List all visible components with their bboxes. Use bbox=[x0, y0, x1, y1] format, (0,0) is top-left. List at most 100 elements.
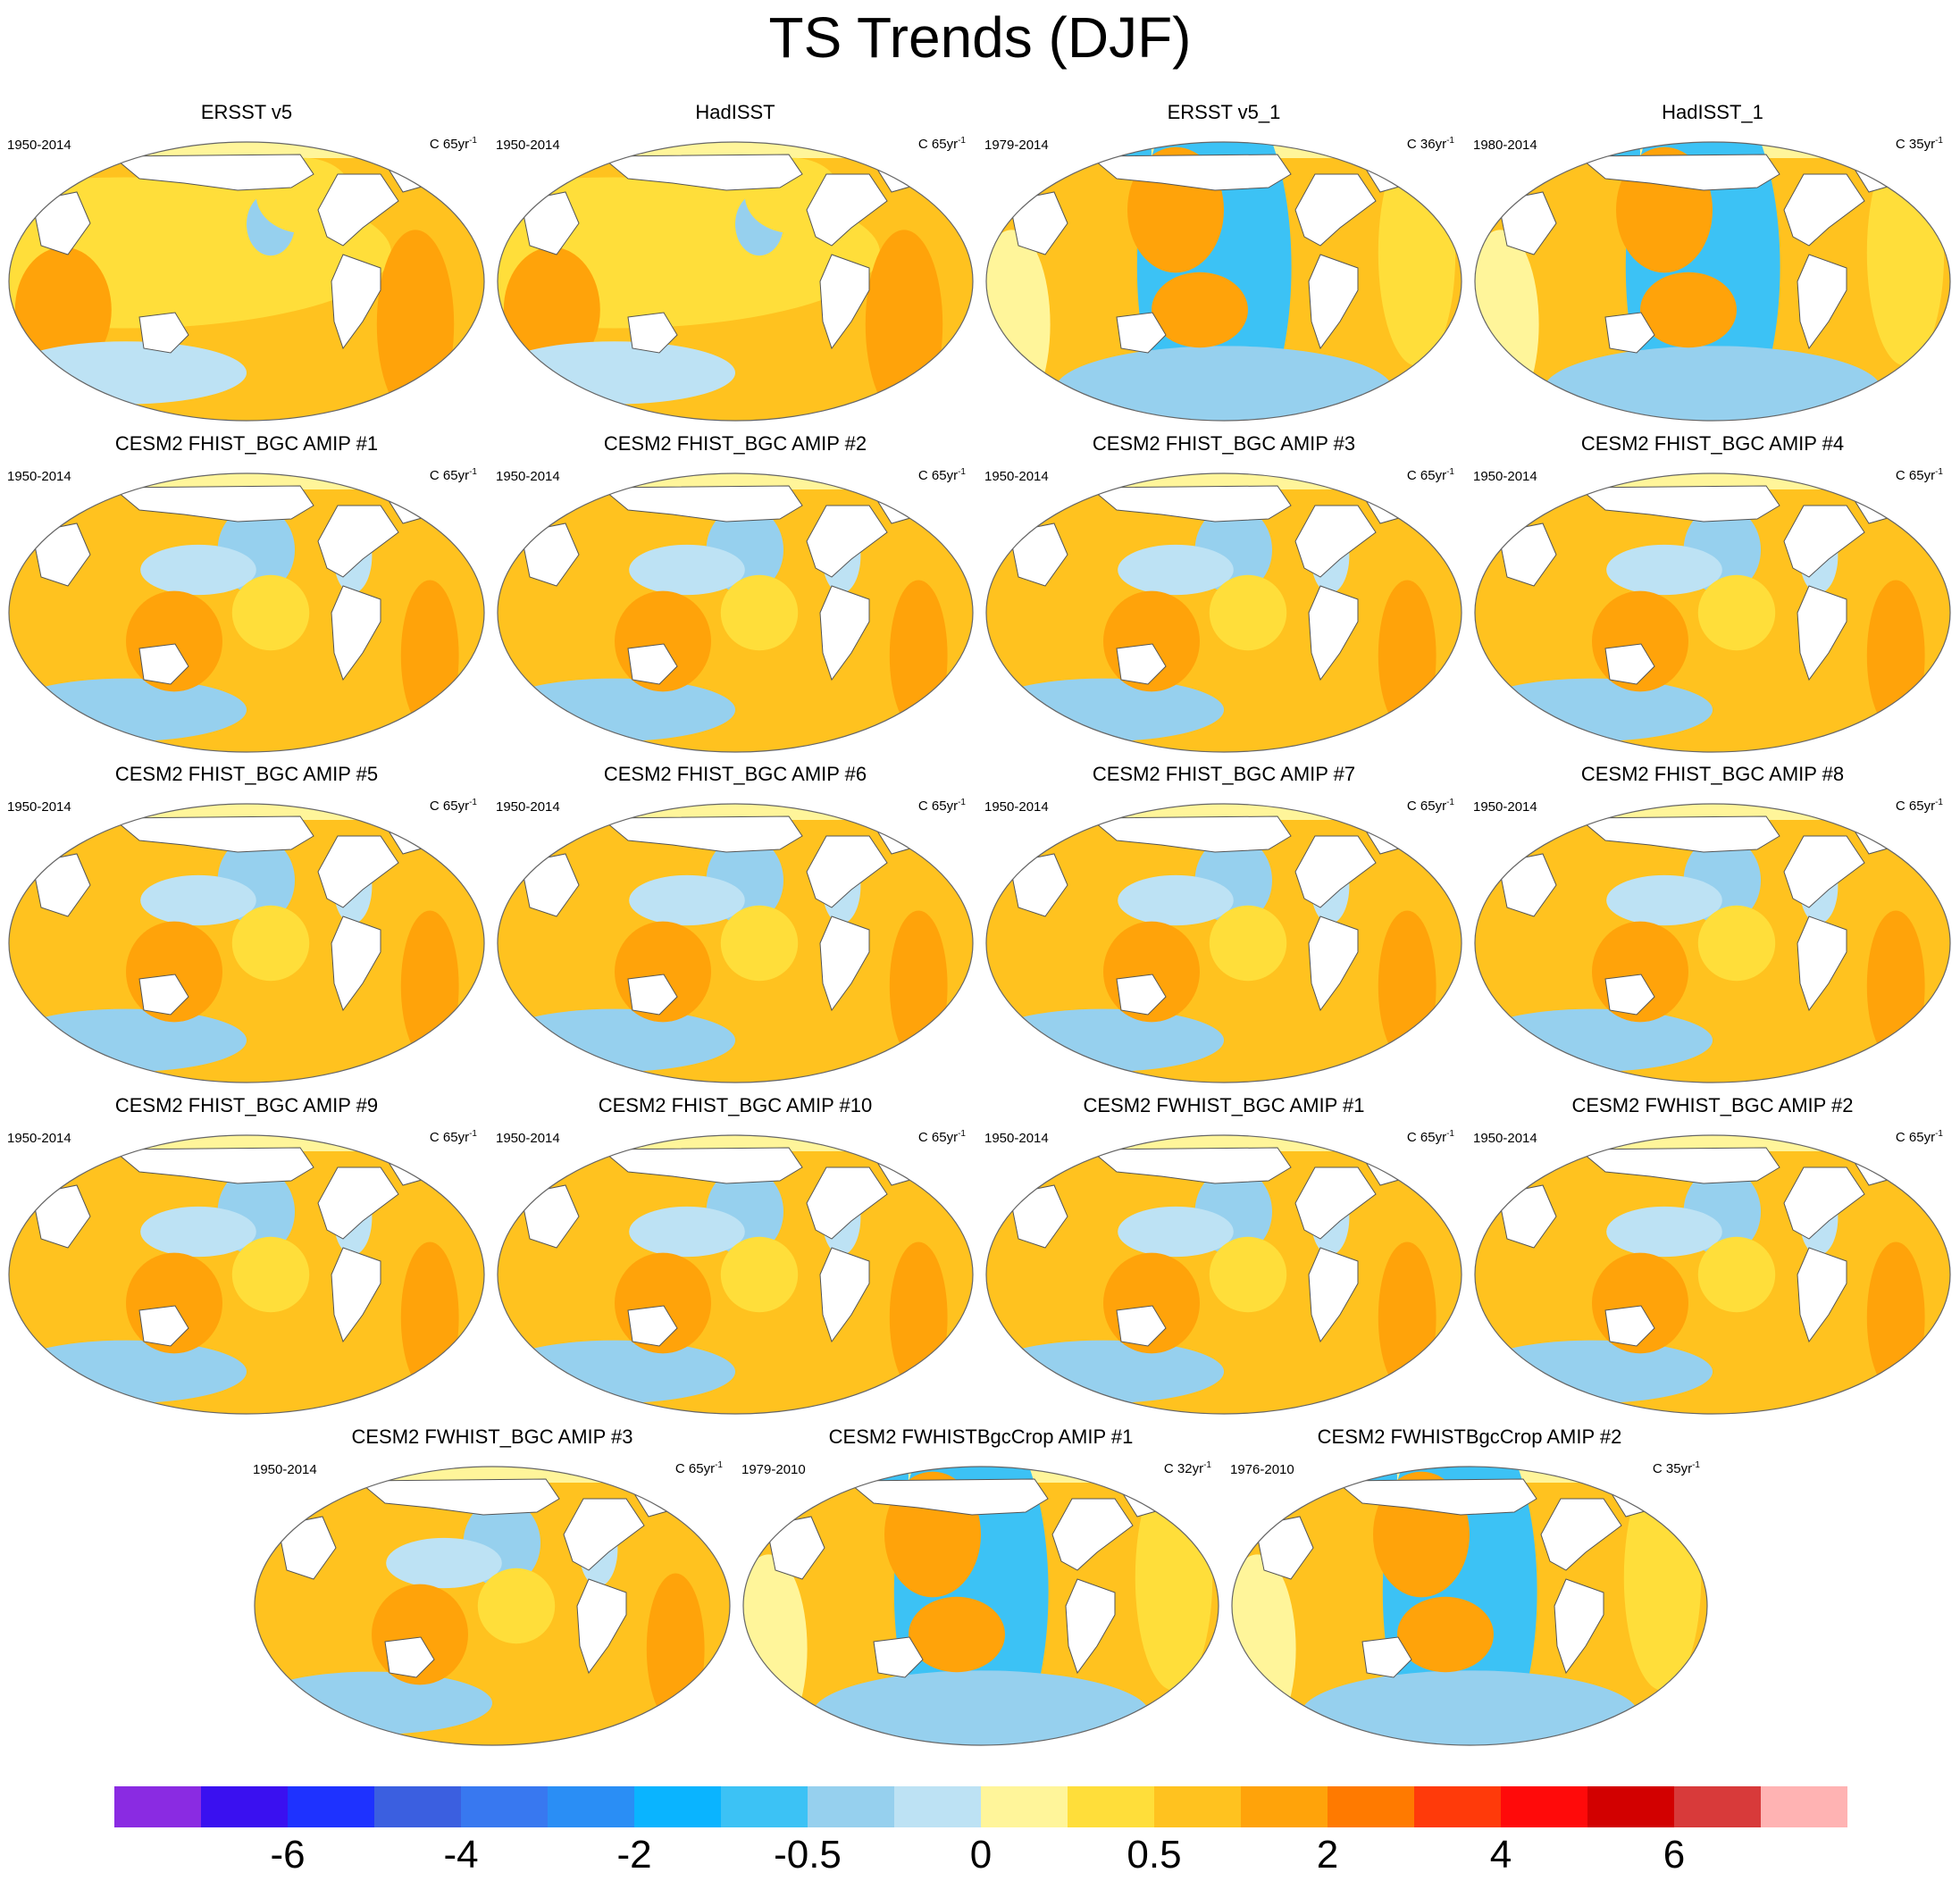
unit-exponent: -1 bbox=[1935, 798, 1943, 807]
trend-contour bbox=[231, 905, 310, 982]
landmass bbox=[1308, 585, 1359, 681]
colorbar-segment bbox=[1674, 1786, 1762, 1827]
trend-contour bbox=[629, 544, 745, 596]
colorbar-segment bbox=[1328, 1786, 1415, 1827]
trend-map bbox=[1231, 1466, 1708, 1746]
landmass bbox=[1497, 522, 1557, 587]
map-outline bbox=[1474, 803, 1951, 1083]
trend-contour bbox=[1118, 544, 1234, 596]
panel-period: 1979-2010 bbox=[741, 1462, 806, 1477]
map-panel: CESM2 FWHISTBgcCrop AMIP #1 1979-2010 C 32… bbox=[740, 1425, 1222, 1758]
panel-title: CESM2 FHIST_BGC AMIP #2 bbox=[603, 432, 867, 455]
panel-unit: C 65yr-1 bbox=[430, 133, 477, 153]
map-outline bbox=[1474, 141, 1951, 422]
landmass bbox=[1334, 1478, 1537, 1516]
trend-map bbox=[985, 803, 1462, 1083]
panel-unit: C 65yr-1 bbox=[1407, 1126, 1454, 1146]
landmass bbox=[1797, 915, 1847, 1012]
trend-contour bbox=[1209, 574, 1287, 651]
panel-period: 1950-2014 bbox=[984, 799, 1049, 815]
unit-text: C 65yr bbox=[1406, 468, 1447, 483]
colorbar-label: 4 bbox=[1489, 1833, 1512, 1877]
landmass bbox=[1308, 254, 1359, 350]
trend-contour bbox=[1866, 142, 1945, 366]
trend-contour bbox=[1209, 905, 1287, 982]
landmass bbox=[1116, 643, 1167, 685]
panel-title: ERSST v5 bbox=[200, 101, 293, 123]
unit-text: C 35yr bbox=[1652, 1461, 1693, 1476]
trend-map bbox=[497, 1134, 974, 1415]
landmass bbox=[563, 1498, 645, 1571]
landmass bbox=[331, 1247, 381, 1343]
panel-unit: C 65yr-1 bbox=[1896, 1126, 1943, 1146]
panel-period: 1950-2014 bbox=[1473, 799, 1537, 815]
map-panel: CESM2 FWHIST_BGC AMIP #3 1950-2014 C 65yr-… bbox=[251, 1425, 733, 1758]
landmass bbox=[1797, 585, 1847, 681]
colorbar-segment bbox=[1068, 1786, 1155, 1827]
panel-unit: C 65yr-1 bbox=[918, 1126, 966, 1146]
colorbar-segment bbox=[1241, 1786, 1328, 1827]
landmass bbox=[766, 1516, 825, 1580]
continents bbox=[1254, 1478, 1658, 1678]
trend-contour bbox=[720, 574, 799, 651]
trend-contour bbox=[498, 678, 735, 741]
landmass bbox=[317, 835, 399, 908]
landmass bbox=[873, 1636, 924, 1678]
landmass bbox=[1294, 505, 1377, 578]
colorbar-label: -4 bbox=[443, 1833, 479, 1877]
trend-contour bbox=[400, 580, 459, 732]
map-outline bbox=[985, 803, 1462, 1083]
landmass bbox=[599, 485, 803, 522]
unit-exponent: -1 bbox=[958, 136, 966, 146]
unit-exponent: -1 bbox=[715, 1460, 723, 1470]
landmass bbox=[1088, 815, 1292, 853]
colorbar-segment bbox=[461, 1786, 549, 1827]
map-panel: HadISST 1950-2014 C 65yr-1 bbox=[494, 101, 976, 433]
map-outline bbox=[497, 803, 974, 1083]
landmass bbox=[111, 815, 314, 853]
trend-map bbox=[985, 141, 1462, 422]
unit-exponent: -1 bbox=[1692, 1460, 1700, 1470]
landmass bbox=[1361, 1636, 1412, 1678]
landmass bbox=[317, 505, 399, 578]
panel-period: 1950-2014 bbox=[984, 1131, 1049, 1146]
landmass bbox=[1009, 1184, 1068, 1249]
landmass bbox=[31, 191, 91, 255]
landmass bbox=[520, 522, 580, 587]
panel-unit: C 65yr-1 bbox=[918, 133, 966, 153]
landmass bbox=[1554, 1578, 1604, 1675]
landmass bbox=[1604, 643, 1655, 685]
trend-contour bbox=[909, 1596, 1005, 1673]
unit-exponent: -1 bbox=[1446, 136, 1454, 146]
figure-title: TS Trends (DJF) bbox=[768, 5, 1192, 70]
landmass bbox=[1783, 1166, 1865, 1240]
landmass bbox=[1116, 312, 1167, 354]
panel-unit: C 65yr-1 bbox=[430, 1126, 477, 1146]
panel-unit: C 65yr-1 bbox=[1407, 464, 1454, 484]
colorbar-segment bbox=[114, 1786, 202, 1827]
trend-map bbox=[497, 472, 974, 753]
panel-period: 1950-2014 bbox=[496, 1131, 560, 1146]
unit-exponent: -1 bbox=[469, 136, 477, 146]
unit-text: C 65yr bbox=[917, 798, 959, 814]
landmass bbox=[356, 1478, 560, 1516]
trend-contour bbox=[1475, 678, 1713, 741]
trend-contour bbox=[1866, 1241, 1925, 1393]
panel-period: 1950-2014 bbox=[253, 1462, 317, 1477]
unit-exponent: -1 bbox=[958, 798, 966, 807]
panel-title: CESM2 FWHISTBgcCrop AMIP #2 bbox=[1317, 1425, 1622, 1448]
unit-text: C 65yr bbox=[1895, 468, 1936, 483]
panel-unit: C 65yr-1 bbox=[1407, 795, 1454, 815]
panel-period: 1950-2014 bbox=[7, 799, 71, 815]
landmass bbox=[520, 1184, 580, 1249]
colorbar-label: 6 bbox=[1663, 1833, 1686, 1877]
panel-title: HadISST_1 bbox=[1662, 101, 1763, 123]
colorbar-segment bbox=[894, 1786, 982, 1827]
landmass bbox=[331, 585, 381, 681]
unit-exponent: -1 bbox=[1446, 798, 1454, 807]
trend-contour bbox=[1118, 874, 1234, 926]
trend-contour bbox=[1118, 1206, 1234, 1258]
trend-contour bbox=[498, 341, 735, 405]
trend-map bbox=[254, 1466, 731, 1746]
trend-contour bbox=[720, 1236, 799, 1313]
